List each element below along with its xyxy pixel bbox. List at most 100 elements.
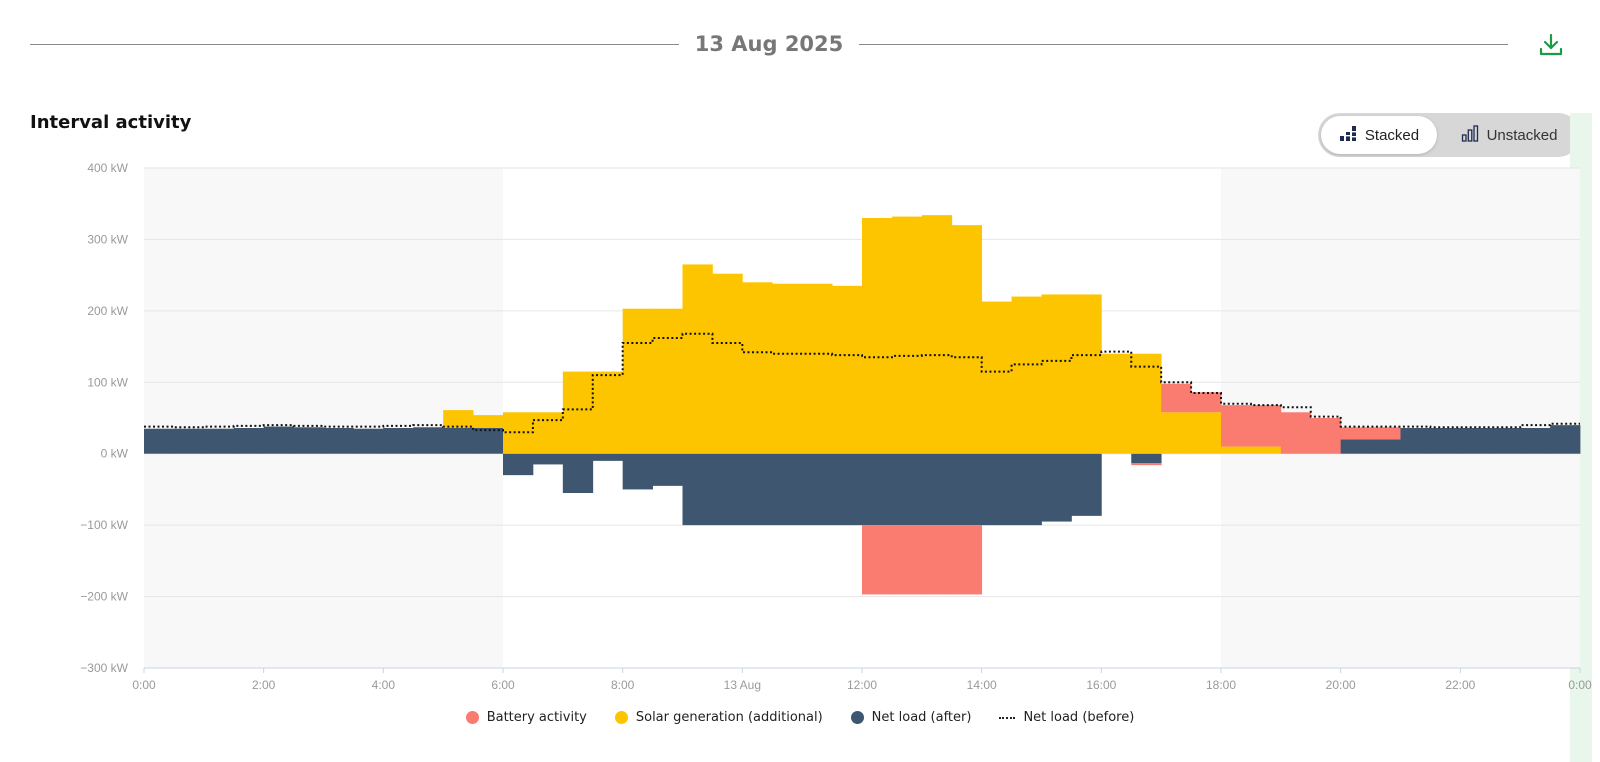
y-tick-label: 100 kW bbox=[87, 375, 128, 389]
x-tick-label: 0:00 bbox=[1568, 678, 1592, 692]
battery-activity-bar bbox=[1131, 463, 1162, 466]
x-tick-label: 12:00 bbox=[847, 678, 877, 692]
battery-activity-bar bbox=[951, 525, 983, 595]
net-load-after-bar bbox=[1131, 453, 1162, 463]
net-load-after-bar bbox=[503, 453, 534, 476]
panel-title: Interval activity bbox=[30, 112, 192, 133]
solar-legend-swatch bbox=[614, 711, 628, 724]
net-load-after-bar bbox=[323, 428, 354, 454]
x-tick-label: 13 Aug bbox=[724, 678, 761, 692]
net-load-after-bar bbox=[712, 453, 743, 526]
stacked-button[interactable]: Stacked bbox=[1321, 116, 1437, 154]
net-load-after-bar bbox=[592, 453, 624, 461]
solar-generation-bar bbox=[921, 215, 953, 454]
solar-generation-bar bbox=[622, 308, 653, 454]
net-load-after-bar bbox=[1550, 425, 1581, 454]
net-load-after-bar bbox=[622, 453, 653, 490]
y-tick-label: −200 kW bbox=[80, 590, 128, 604]
battery-activity-bar bbox=[862, 525, 893, 595]
solar-generation-bar bbox=[1011, 296, 1042, 454]
net-load-after-bar bbox=[383, 428, 414, 454]
unstacked-label: Unstacked bbox=[1486, 126, 1558, 144]
battery-activity-bar bbox=[1310, 418, 1342, 454]
solar-generation-bar bbox=[532, 412, 564, 454]
battery-activity-bar bbox=[1250, 405, 1282, 447]
solar-generation-bar bbox=[832, 285, 863, 454]
solar-generation-bar bbox=[443, 410, 474, 428]
solar-generation-bar bbox=[592, 371, 624, 454]
solar-generation-bar bbox=[652, 308, 683, 454]
net-load-after-bar bbox=[682, 453, 713, 526]
net-after-legend-swatch bbox=[850, 711, 864, 724]
date-divider-right bbox=[859, 43, 1508, 45]
net-load-after-bar bbox=[473, 428, 504, 454]
legend-item-battery[interactable]: Battery activity bbox=[465, 710, 587, 725]
net-before-legend-swatch bbox=[999, 716, 1016, 719]
solar-generation-bar bbox=[682, 264, 713, 454]
battery-activity-bar bbox=[921, 525, 953, 595]
battery-legend-swatch bbox=[465, 711, 479, 724]
legend-label-net-after: Net load (after) bbox=[871, 710, 972, 725]
net-load-after-bar bbox=[1340, 439, 1371, 454]
battery-activity-bar bbox=[1191, 392, 1222, 413]
net-load-after-bar bbox=[1071, 453, 1102, 516]
solar-generation-bar bbox=[1250, 446, 1282, 454]
net-load-after-bar bbox=[1400, 428, 1431, 454]
solar-generation-bar bbox=[1041, 294, 1072, 454]
y-tick-label: −100 kW bbox=[80, 518, 128, 532]
solar-generation-bar bbox=[951, 225, 983, 454]
solar-generation-bar bbox=[742, 282, 773, 454]
net-load-after-bar bbox=[921, 453, 953, 526]
net-load-after-bar bbox=[353, 428, 384, 454]
net-load-after-bar bbox=[891, 453, 923, 526]
solar-generation-bar bbox=[1191, 412, 1222, 454]
net-load-after-bar bbox=[981, 453, 1012, 526]
solar-generation-bar bbox=[1101, 353, 1132, 454]
net-load-after-bar bbox=[1370, 439, 1401, 454]
solar-generation-bar bbox=[981, 301, 1012, 454]
x-tick-label: 18:00 bbox=[1206, 678, 1236, 692]
net-load-after-bar bbox=[1041, 453, 1072, 522]
net-load-after-bar bbox=[293, 427, 324, 454]
unstacked-button[interactable]: Unstacked bbox=[1442, 116, 1576, 154]
battery-activity-bar bbox=[891, 525, 923, 595]
net-load-after-bar bbox=[144, 428, 175, 454]
x-tick-label: 2:00 bbox=[252, 678, 276, 692]
net-load-after-bar bbox=[951, 453, 983, 526]
stacked-bars-icon bbox=[1339, 124, 1357, 146]
x-tick-label: 14:00 bbox=[967, 678, 997, 692]
legend-item-net-before[interactable]: Net load (before) bbox=[999, 710, 1134, 725]
x-tick-label: 20:00 bbox=[1326, 678, 1356, 692]
solar-generation-bar bbox=[1221, 446, 1252, 454]
net-load-after-bar bbox=[832, 453, 863, 526]
solar-generation-bar bbox=[473, 415, 504, 428]
y-tick-label: 0 kW bbox=[101, 447, 129, 461]
solar-generation-bar bbox=[891, 216, 923, 454]
net-load-after-bar bbox=[742, 453, 773, 526]
solar-generation-bar bbox=[772, 283, 803, 454]
date-header: 13 Aug 2025 bbox=[30, 30, 1508, 58]
x-tick-label: 4:00 bbox=[372, 678, 396, 692]
net-load-before-line bbox=[144, 332, 1580, 434]
x-tick-label: 8:00 bbox=[611, 678, 635, 692]
unstacked-bars-icon bbox=[1461, 124, 1479, 146]
net-load-after-bar bbox=[562, 453, 594, 493]
chart-legend: Battery activity Solar generation (addit… bbox=[0, 710, 1600, 725]
net-load-after-bar bbox=[532, 453, 564, 465]
net-load-after-bar bbox=[1520, 428, 1551, 454]
solar-generation-bar bbox=[802, 283, 833, 454]
download-icon[interactable] bbox=[1538, 32, 1564, 58]
solar-generation-bar bbox=[1161, 412, 1192, 454]
legend-item-solar[interactable]: Solar generation (additional) bbox=[614, 710, 823, 725]
battery-activity-bar bbox=[1161, 383, 1192, 413]
stack-mode-toggle: Stacked Unstacked bbox=[1318, 113, 1580, 157]
legend-item-net-after[interactable]: Net load (after) bbox=[850, 710, 972, 725]
net-load-after-bar bbox=[263, 426, 294, 454]
net-load-after-bar bbox=[802, 453, 833, 526]
solar-generation-bar bbox=[1131, 353, 1162, 454]
net-load-after-bar bbox=[413, 427, 444, 454]
battery-activity-bar bbox=[1370, 427, 1401, 440]
net-load-after-bar bbox=[1490, 428, 1521, 454]
x-tick-label: 6:00 bbox=[491, 678, 515, 692]
date-label: 13 Aug 2025 bbox=[694, 32, 844, 56]
